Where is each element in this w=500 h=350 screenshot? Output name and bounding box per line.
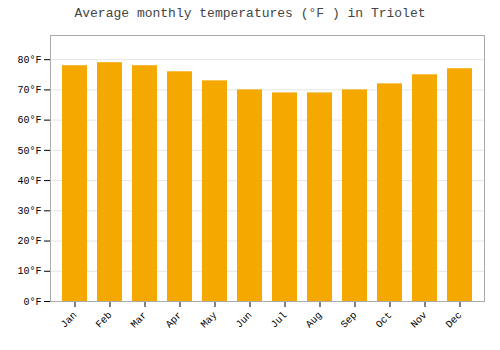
svg-text:Oct: Oct bbox=[374, 310, 395, 331]
svg-text:Apr: Apr bbox=[164, 310, 185, 331]
svg-text:May: May bbox=[199, 310, 220, 331]
svg-text:30°F: 30°F bbox=[17, 206, 41, 217]
svg-text:Jul: Jul bbox=[269, 310, 290, 331]
svg-text:10°F: 10°F bbox=[17, 266, 41, 277]
svg-text:Sep: Sep bbox=[339, 310, 360, 331]
svg-text:Mar: Mar bbox=[129, 310, 150, 331]
svg-text:Dec: Dec bbox=[444, 310, 465, 331]
svg-text:Nov: Nov bbox=[409, 310, 430, 331]
svg-text:Feb: Feb bbox=[94, 310, 115, 331]
svg-text:40°F: 40°F bbox=[17, 176, 41, 187]
html-text:Average monthly temperatures (: Average monthly temperatures (°F ) in Tr… bbox=[74, 6, 426, 21]
svg-text:Jun: Jun bbox=[234, 310, 255, 331]
svg-text:Aug: Aug bbox=[304, 310, 325, 331]
svg-text:70°F: 70°F bbox=[17, 85, 41, 96]
svg-text:20°F: 20°F bbox=[17, 236, 41, 247]
svg-text:Jan: Jan bbox=[59, 310, 80, 331]
svg-text:60°F: 60°F bbox=[17, 115, 41, 126]
svg-text:80°F: 80°F bbox=[17, 55, 41, 66]
svg-text:0°F: 0°F bbox=[23, 297, 41, 308]
svg-text:50°F: 50°F bbox=[17, 146, 41, 157]
